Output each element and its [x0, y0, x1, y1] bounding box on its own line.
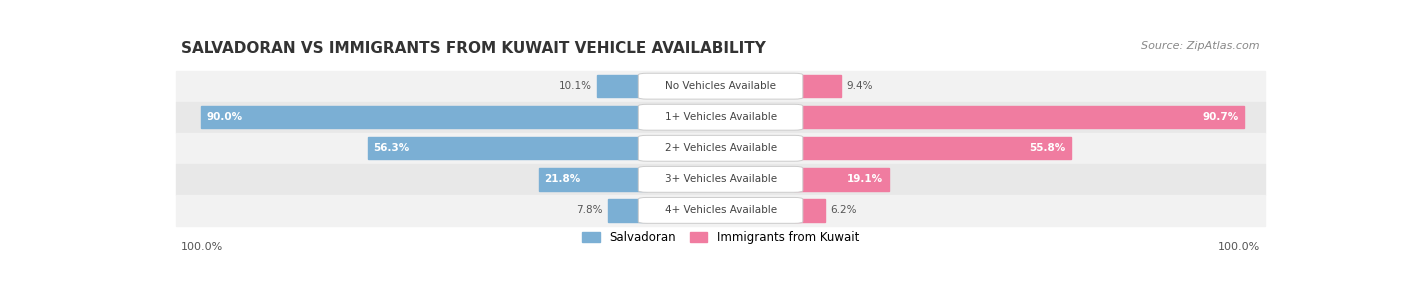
Bar [598, 75, 647, 97]
Text: 55.8%: 55.8% [1029, 143, 1066, 153]
Bar [201, 106, 647, 128]
Bar [176, 71, 1265, 102]
FancyBboxPatch shape [638, 197, 803, 223]
Bar [609, 199, 647, 222]
FancyBboxPatch shape [638, 166, 803, 192]
Text: 4+ Vehicles Available: 4+ Vehicles Available [665, 205, 776, 215]
Text: SALVADORAN VS IMMIGRANTS FROM KUWAIT VEHICLE AVAILABILITY: SALVADORAN VS IMMIGRANTS FROM KUWAIT VEH… [181, 41, 766, 56]
FancyBboxPatch shape [638, 73, 803, 99]
Text: 90.7%: 90.7% [1202, 112, 1239, 122]
Text: 90.0%: 90.0% [207, 112, 242, 122]
Text: 10.1%: 10.1% [558, 81, 592, 91]
Bar [794, 75, 841, 97]
Text: 19.1%: 19.1% [848, 174, 883, 184]
Legend: Salvadoran, Immigrants from Kuwait: Salvadoran, Immigrants from Kuwait [576, 226, 865, 249]
Text: 3+ Vehicles Available: 3+ Vehicles Available [665, 174, 776, 184]
Text: 1+ Vehicles Available: 1+ Vehicles Available [665, 112, 776, 122]
Bar [176, 102, 1265, 133]
Text: 9.4%: 9.4% [846, 81, 873, 91]
FancyBboxPatch shape [638, 135, 803, 161]
Text: 21.8%: 21.8% [544, 174, 581, 184]
FancyBboxPatch shape [638, 104, 803, 130]
Bar [176, 195, 1265, 226]
Bar [176, 164, 1265, 195]
Text: No Vehicles Available: No Vehicles Available [665, 81, 776, 91]
Text: 6.2%: 6.2% [831, 205, 856, 215]
Text: 7.8%: 7.8% [576, 205, 603, 215]
Bar [794, 199, 825, 222]
Text: 2+ Vehicles Available: 2+ Vehicles Available [665, 143, 776, 153]
Text: 56.3%: 56.3% [374, 143, 409, 153]
Text: 100.0%: 100.0% [1218, 242, 1260, 252]
Bar [176, 133, 1265, 164]
Bar [538, 168, 647, 190]
Bar [794, 168, 889, 190]
Bar [794, 137, 1071, 160]
Bar [794, 106, 1244, 128]
Bar [368, 137, 647, 160]
Text: Source: ZipAtlas.com: Source: ZipAtlas.com [1142, 41, 1260, 51]
Text: 100.0%: 100.0% [181, 242, 224, 252]
